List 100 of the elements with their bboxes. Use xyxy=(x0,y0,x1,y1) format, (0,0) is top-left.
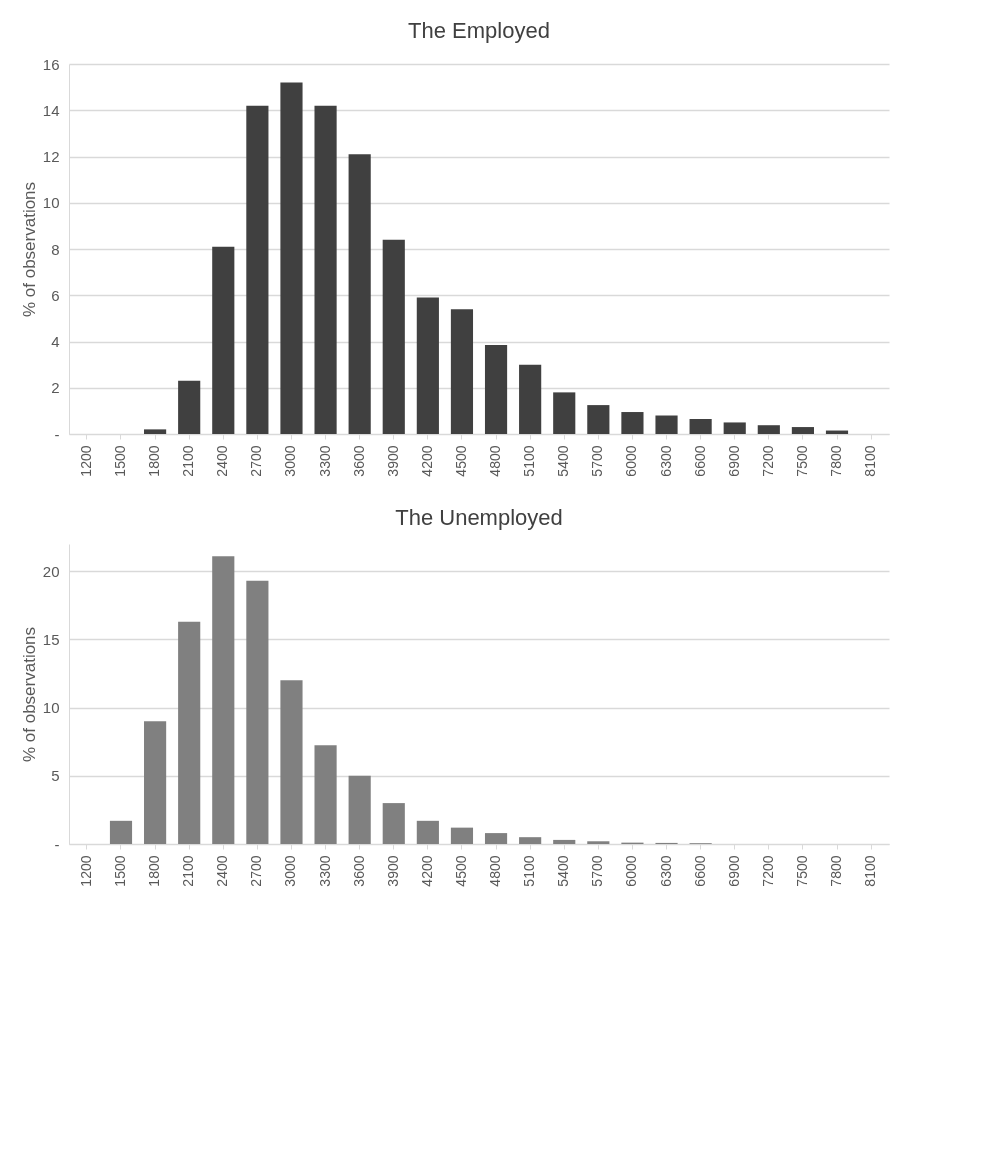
bar xyxy=(246,580,269,844)
y-tick-label: 5 xyxy=(51,767,60,785)
x-tick-label: 6000 xyxy=(623,445,640,477)
x-tick-label: 3000 xyxy=(282,855,299,887)
x-tick-label: 1500 xyxy=(112,855,128,887)
x-tick-label: 6600 xyxy=(691,445,708,477)
bar xyxy=(757,425,780,434)
bar xyxy=(348,775,371,844)
y-tick-label: 15 xyxy=(42,630,60,648)
x-tick-label: 5700 xyxy=(589,855,606,887)
bar xyxy=(416,820,439,844)
bar xyxy=(791,427,814,434)
x-tick-label: 3000 xyxy=(282,445,299,477)
bar xyxy=(587,405,610,434)
y-tick-label: 10 xyxy=(42,194,60,212)
x-tick-label: 5100 xyxy=(521,855,538,887)
x-tick-label: 1200 xyxy=(77,855,94,887)
bar xyxy=(519,837,542,844)
y-axis-title: % of observations xyxy=(19,626,39,763)
bar xyxy=(280,82,303,434)
x-tick-label: 5700 xyxy=(589,445,606,477)
y-tick-label: 20 xyxy=(42,562,60,580)
x-tick-label: 1200 xyxy=(77,445,94,477)
x-tick-label: 3900 xyxy=(384,445,401,477)
bar xyxy=(553,392,576,434)
bar xyxy=(484,833,508,844)
y-tick-label: - xyxy=(54,835,60,853)
x-tick-label: 7800 xyxy=(828,855,844,887)
bar xyxy=(587,841,610,844)
x-tick-label: 1500 xyxy=(112,445,128,477)
bar xyxy=(314,745,337,844)
x-tick-label: 3600 xyxy=(350,445,367,477)
bar xyxy=(655,415,678,434)
bar xyxy=(723,422,746,434)
bar xyxy=(109,820,133,844)
bar xyxy=(689,418,712,434)
bar xyxy=(178,380,201,434)
x-tick-label: 2700 xyxy=(248,445,265,477)
y-tick-label: 10 xyxy=(42,699,60,717)
x-tick-label: 1800 xyxy=(146,445,163,477)
x-tick-label: 8100 xyxy=(862,445,879,477)
y-axis-title: % of observations xyxy=(19,181,39,318)
x-tick-label: 5100 xyxy=(521,445,538,477)
bar xyxy=(212,246,235,434)
x-tick-label: 4200 xyxy=(418,445,435,477)
x-tick-label: 5400 xyxy=(555,445,572,477)
x-tick-label: 4800 xyxy=(487,855,504,887)
x-tick-label: 4500 xyxy=(452,855,469,887)
x-tick-label: 2400 xyxy=(214,445,231,477)
x-tick-label: 6600 xyxy=(691,855,708,887)
x-tick-label: 6000 xyxy=(623,855,640,887)
y-tick-label: 14 xyxy=(42,101,60,119)
x-tick-label: 6900 xyxy=(725,855,742,887)
x-tick-label: 6300 xyxy=(657,855,674,887)
y-tick-label: 4 xyxy=(51,333,60,350)
bar xyxy=(144,429,167,434)
x-tick-label: 4500 xyxy=(452,445,469,477)
chart-title: The Employed xyxy=(408,18,550,43)
x-tick-label: 5400 xyxy=(555,855,572,887)
y-tick-label: 12 xyxy=(42,148,60,165)
x-tick-label: 2100 xyxy=(180,855,197,887)
bar xyxy=(144,721,167,844)
bar xyxy=(314,105,337,434)
x-tick-label: 3900 xyxy=(384,855,401,887)
x-tick-label: 7500 xyxy=(793,855,810,887)
bar xyxy=(450,309,474,434)
y-tick-label: 8 xyxy=(51,240,60,258)
x-tick-label: 2700 xyxy=(248,855,265,887)
bar xyxy=(450,827,474,844)
x-tick-label: 7200 xyxy=(759,855,776,887)
bar xyxy=(212,556,235,844)
bar xyxy=(382,803,405,844)
y-tick-label: - xyxy=(54,425,60,443)
y-tick-label: 16 xyxy=(42,55,60,73)
x-tick-label: 6300 xyxy=(657,445,674,477)
bar xyxy=(178,621,201,844)
y-tick-label: 2 xyxy=(51,379,60,397)
x-tick-label: 7200 xyxy=(759,445,776,477)
x-tick-label: 2100 xyxy=(180,445,197,477)
bar xyxy=(621,412,644,434)
bar xyxy=(484,344,508,434)
bar xyxy=(519,364,542,434)
x-tick-label: 3300 xyxy=(316,445,333,477)
chart-title: The Unemployed xyxy=(395,505,563,530)
bar xyxy=(348,154,371,434)
x-tick-label: 7800 xyxy=(828,445,844,477)
y-tick-label: 6 xyxy=(51,286,60,304)
bar xyxy=(416,297,439,434)
bar xyxy=(280,680,303,844)
bar xyxy=(382,239,405,434)
x-tick-label: 1800 xyxy=(146,855,163,887)
x-tick-label: 2400 xyxy=(214,855,231,887)
x-tick-label: 4200 xyxy=(418,855,435,887)
x-tick-label: 3300 xyxy=(316,855,333,887)
bar xyxy=(246,105,269,434)
x-tick-label: 6900 xyxy=(725,445,742,477)
bar xyxy=(553,839,576,844)
x-tick-label: 8100 xyxy=(862,855,879,887)
x-tick-label: 4800 xyxy=(487,445,504,477)
x-tick-label: 3600 xyxy=(350,855,367,887)
